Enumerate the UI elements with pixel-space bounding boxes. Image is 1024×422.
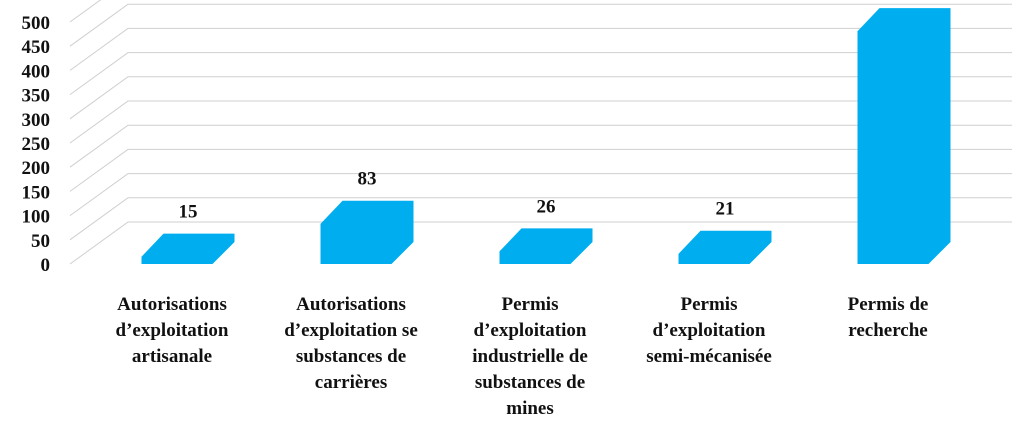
bar [320, 200, 414, 264]
category-label-line: d’exploitation [116, 320, 229, 341]
data-labels: 15832621481 [179, 169, 735, 223]
y-tick-label: 0 [41, 255, 51, 276]
y-tick-label: 200 [22, 158, 51, 179]
gridline [69, 0, 102, 23]
bar [141, 233, 235, 264]
data-label: 21 [716, 199, 735, 220]
y-tick-label: 500 [22, 13, 51, 34]
gridline [69, 3, 1012, 47]
y-tick-label: 450 [22, 37, 51, 58]
category-label: Autorisations d’exploitation se substances… [284, 294, 418, 393]
gridline [69, 76, 1012, 120]
category-label-line: d’exploitation se [284, 320, 418, 341]
category-label-line: industrielle de [472, 346, 588, 367]
category-label-line: Autorisations [117, 294, 227, 315]
y-axis-ticks: 0 50 100 150 200 250 300 350 400 450 500 [22, 13, 51, 276]
y-tick-label: 300 [22, 110, 51, 131]
y-tick-label: 150 [22, 182, 51, 203]
y-tick-label: 250 [22, 134, 51, 155]
y-tick-label: 400 [22, 61, 51, 82]
category-label-line: recherche [848, 320, 927, 341]
category-label-line: substances de [475, 372, 585, 393]
category-label-line: Permis de [848, 294, 929, 315]
category-label-line: artisanale [132, 346, 212, 367]
category-labels: Autorisations d’exploitation artisanaleAut… [116, 294, 929, 419]
category-label-line: mines [506, 398, 554, 419]
bar [499, 228, 593, 264]
category-label-line: d’exploitation [474, 320, 587, 341]
gridline [69, 197, 1012, 241]
category-label: Permis d’exploitation industrielle de subst… [472, 294, 588, 419]
category-label-line: Permis [681, 294, 738, 315]
bar [857, 8, 951, 265]
gridline [69, 100, 1012, 144]
gridline [69, 221, 1012, 265]
y-tick-label: 350 [22, 86, 51, 107]
category-label-line: substances de [296, 346, 406, 367]
gridline [69, 148, 1012, 192]
category-label-line: Autorisations [296, 294, 406, 315]
category-label-line: semi-mécanisée [646, 346, 772, 367]
category-label: Permis de recherche [848, 294, 929, 341]
bars [141, 8, 951, 265]
gridlines [69, 0, 1012, 265]
category-label-line: d’exploitation [653, 320, 766, 341]
category-label: Permis d’exploitation semi-mécanisée [646, 294, 772, 367]
y-tick-label: 50 [31, 231, 50, 252]
gridline [69, 124, 1012, 168]
data-label: 15 [179, 202, 198, 223]
category-label-line: carrières [315, 372, 387, 393]
data-label: 26 [537, 196, 556, 217]
category-label-line: Permis [502, 294, 559, 315]
gridline [69, 173, 1012, 217]
y-tick-label: 100 [22, 207, 51, 228]
category-label: Autorisations d’exploitation artisanale [116, 294, 229, 367]
gridline [69, 52, 1012, 96]
bar [678, 230, 772, 264]
data-label: 83 [358, 169, 377, 190]
gridline [69, 27, 1012, 71]
